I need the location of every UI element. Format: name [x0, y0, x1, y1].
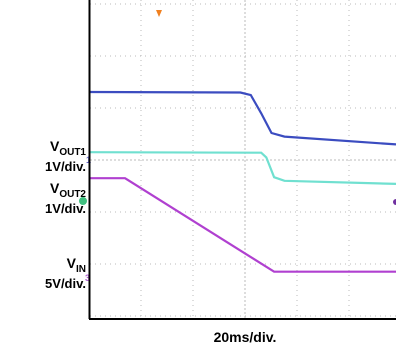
channel-name: VIN [67, 255, 86, 275]
x-axis-label: 20ms/div. [214, 329, 277, 345]
channel-scale: 1V/div. [45, 201, 86, 216]
grid [90, 0, 396, 319]
channel-name-main: V [50, 180, 60, 196]
channel-scale: 1V/div. [45, 159, 86, 174]
ch2-marker [79, 197, 87, 205]
trace [89, 90, 396, 146]
traces [89, 90, 396, 273]
trigger-marker [156, 10, 162, 17]
channel-name-main: V [50, 138, 60, 154]
trace [89, 151, 396, 185]
channel-name: VOUT2 [50, 180, 86, 200]
channel-name-main: V [67, 255, 77, 271]
channel-name: VOUT1 [50, 138, 86, 158]
ref-marker [393, 199, 396, 205]
channel-name-sub: OUT2 [59, 189, 86, 200]
channel-scale: 5V/div. [45, 276, 86, 291]
ch3-marker: 3 [85, 273, 90, 283]
channel-name-sub: OUT1 [59, 147, 86, 158]
trace [90, 177, 396, 273]
channel-name-sub: IN [76, 264, 86, 275]
